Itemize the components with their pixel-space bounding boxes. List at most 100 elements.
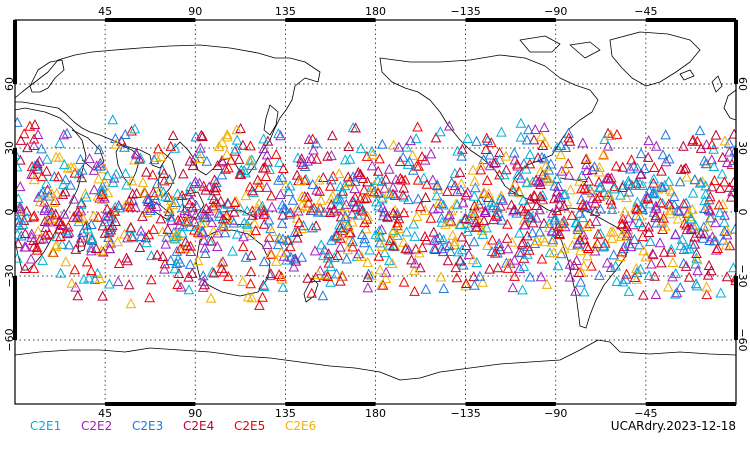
observation-marker	[680, 162, 692, 173]
observation-marker	[635, 263, 646, 274]
observation-marker	[85, 245, 97, 256]
observation-marker	[230, 195, 242, 206]
frame-bar-left	[13, 276, 17, 340]
observation-marker	[673, 205, 685, 216]
observation-marker	[215, 195, 227, 206]
observation-marker	[523, 211, 535, 222]
observation-marker	[277, 233, 289, 244]
observation-marker	[55, 230, 66, 241]
observation-marker	[264, 163, 275, 174]
observation-marker	[157, 226, 168, 237]
observation-marker	[240, 167, 251, 178]
observation-marker	[102, 170, 113, 181]
observation-marker	[638, 245, 649, 256]
observation-marker	[356, 250, 367, 262]
observation-marker	[576, 183, 587, 194]
observation-marker	[719, 209, 730, 220]
observation-marker	[246, 185, 258, 196]
observation-marker	[43, 228, 55, 239]
observation-marker	[221, 148, 233, 159]
observation-marker	[706, 154, 718, 165]
observation-marker	[606, 232, 618, 243]
observation-marker	[110, 138, 122, 149]
observation-marker	[148, 154, 160, 165]
observation-marker	[107, 114, 119, 125]
observation-marker	[312, 206, 324, 217]
observation-marker	[163, 191, 174, 202]
observation-marker	[337, 188, 348, 199]
observation-marker	[450, 198, 462, 209]
observation-marker	[85, 242, 97, 253]
observation-marker	[234, 168, 246, 179]
observation-marker	[595, 228, 606, 239]
observation-marker	[656, 165, 667, 176]
legend-item-c2e2: C2E2	[81, 419, 112, 433]
observation-marker	[619, 206, 631, 217]
observation-marker	[712, 242, 723, 254]
observation-marker	[376, 175, 388, 186]
observation-marker	[421, 234, 432, 245]
observation-marker	[141, 193, 153, 204]
observation-marker	[517, 284, 528, 295]
observation-marker	[534, 191, 546, 202]
observation-marker	[334, 199, 346, 210]
observation-marker	[610, 260, 621, 271]
observation-marker	[384, 239, 396, 250]
observation-marker	[527, 227, 538, 238]
observation-marker	[647, 248, 658, 259]
observation-marker	[213, 207, 225, 218]
observation-marker	[487, 234, 498, 245]
observation-marker	[400, 243, 411, 254]
observation-marker	[296, 153, 307, 164]
observation-marker	[398, 276, 410, 287]
observation-marker	[199, 247, 211, 258]
observation-marker	[237, 241, 249, 252]
observation-marker	[388, 139, 399, 150]
observation-marker	[413, 247, 425, 258]
observation-marker	[657, 223, 668, 234]
frame-bar-right	[734, 148, 738, 212]
observation-marker	[291, 202, 303, 213]
observation-marker	[387, 181, 399, 192]
observation-marker	[566, 209, 578, 220]
observation-marker	[272, 239, 284, 250]
observation-marker	[378, 206, 390, 217]
observation-marker	[589, 241, 601, 252]
observation-marker	[593, 182, 605, 193]
observation-marker	[134, 241, 146, 252]
observation-marker	[644, 185, 655, 196]
observation-marker	[435, 271, 447, 282]
observation-marker	[719, 176, 730, 187]
observation-marker	[104, 278, 115, 289]
observation-marker	[313, 269, 324, 280]
observation-marker	[632, 162, 643, 173]
observation-marker	[675, 239, 687, 250]
legend-item-c2e1: C2E1	[30, 419, 61, 433]
observation-marker	[51, 239, 63, 250]
observation-marker	[709, 175, 720, 186]
observation-marker	[437, 246, 449, 257]
grid-lines	[15, 20, 736, 404]
observation-marker	[642, 151, 654, 162]
observation-marker	[273, 128, 284, 139]
observation-marker	[200, 202, 212, 214]
observation-marker	[532, 152, 544, 163]
observation-marker	[434, 231, 446, 243]
observation-marker	[324, 180, 336, 191]
observation-marker	[221, 209, 233, 220]
observation-marker	[276, 217, 288, 228]
observation-marker	[463, 249, 475, 260]
observation-marker	[605, 130, 616, 141]
observation-marker	[551, 225, 562, 237]
observation-marker	[375, 231, 386, 242]
observation-marker	[621, 192, 632, 203]
observation-marker	[558, 200, 570, 211]
observation-marker	[74, 212, 86, 223]
observation-marker	[252, 174, 264, 185]
observation-marker	[125, 298, 137, 309]
observation-marker	[467, 164, 479, 175]
observation-marker	[195, 217, 207, 228]
observation-marker	[698, 221, 710, 232]
frame-bar-top	[465, 18, 556, 22]
observation-marker	[372, 187, 384, 198]
